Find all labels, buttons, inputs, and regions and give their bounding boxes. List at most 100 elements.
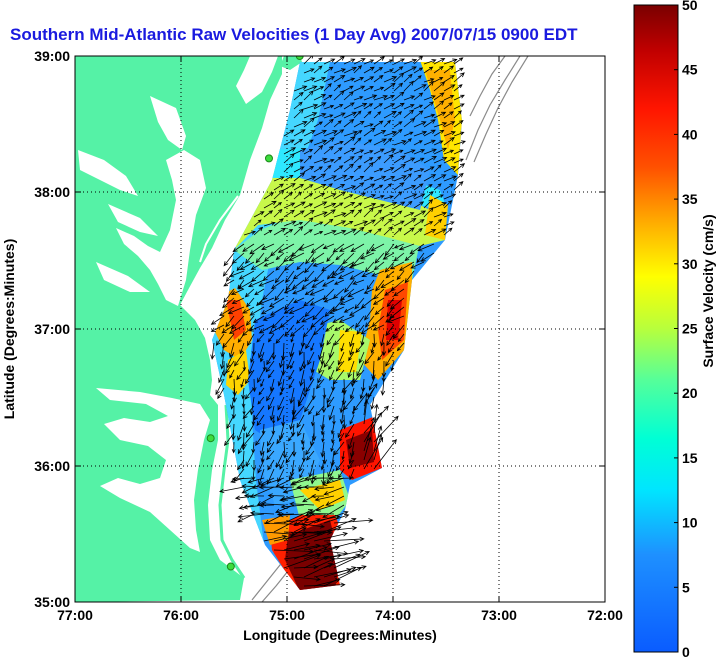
velocity-vector (398, 243, 415, 251)
velocity-vector (353, 176, 365, 182)
velocity-vector (279, 387, 285, 396)
velocity-vector (393, 163, 406, 173)
velocity-vector (241, 432, 246, 451)
velocity-vector (285, 270, 295, 284)
velocity-vector (303, 139, 314, 146)
velocity-vector (293, 148, 307, 155)
velocity-vector (309, 288, 325, 296)
tick-marks (75, 56, 605, 602)
velocity-vector (327, 459, 335, 478)
velocity-vector (253, 211, 265, 218)
velocity-vector (283, 174, 294, 182)
velocity-vector (403, 167, 414, 173)
velocity-vector (252, 315, 265, 323)
velocity-vector (396, 342, 405, 352)
velocity-vector (389, 261, 405, 270)
velocity-vector (403, 149, 416, 155)
velocity-vector (333, 140, 344, 146)
velocity-vector (413, 201, 425, 209)
velocity-vector (323, 130, 338, 137)
y-tick-label: 35:00 (34, 594, 70, 610)
velocity-vector (286, 351, 295, 370)
velocity-vector (248, 360, 255, 375)
velocity-vector (254, 288, 265, 296)
velocity-vector (302, 495, 315, 503)
velocity-vector (343, 209, 355, 218)
velocity-vector (301, 279, 315, 290)
velocity-vector (373, 155, 382, 164)
velocity-vector (337, 351, 345, 366)
velocity-vector (383, 137, 393, 146)
velocity-vector (372, 297, 385, 305)
velocity-vector (310, 414, 315, 427)
velocity-vector (258, 387, 265, 396)
velocity-vector (249, 396, 255, 416)
velocity-vector (283, 220, 297, 227)
velocity-vector (333, 441, 345, 456)
velocity-vector (443, 111, 454, 119)
velocity-vector (318, 342, 325, 361)
velocity-vector (361, 270, 375, 278)
velocity-vector (363, 176, 375, 182)
velocity-vector (303, 85, 318, 92)
velocity-vector (353, 209, 363, 218)
velocity-vector (242, 414, 247, 432)
velocity-vector (298, 459, 305, 473)
velocity-vector (333, 551, 371, 569)
velocity-vector (290, 333, 295, 343)
velocity-vector (287, 432, 295, 442)
velocity-vector (319, 315, 335, 325)
velocity-vector (383, 59, 394, 65)
radar-station-marker (264, 154, 273, 163)
velocity-vector (293, 522, 326, 529)
velocity-vector (265, 360, 275, 373)
velocity-vector (333, 156, 342, 164)
velocity-vector (443, 166, 457, 173)
velocity-vector (352, 369, 365, 384)
velocity-vector (249, 243, 265, 255)
velocity-vector (338, 270, 355, 279)
velocity-vector (339, 261, 355, 271)
velocity-vector (320, 423, 325, 436)
velocity-vector (443, 213, 454, 218)
velocity-vector (303, 103, 319, 110)
velocity-vector (237, 423, 245, 442)
velocity-vector (279, 459, 285, 470)
map-plot-area (75, 56, 605, 602)
velocity-vector (373, 403, 379, 434)
velocity-vector (413, 193, 426, 200)
velocity-vector (322, 243, 335, 250)
velocity-vector (326, 252, 335, 262)
velocity-vector (293, 85, 308, 92)
velocity-vector (423, 184, 433, 191)
velocity-vector (323, 540, 360, 551)
velocity-vector (393, 210, 403, 218)
velocity-vector (323, 229, 337, 236)
velocity-vector (453, 131, 465, 137)
velocity-vector (273, 201, 283, 209)
velocity-vector (267, 333, 275, 343)
velocity-vector (433, 140, 444, 146)
velocity-vector (403, 95, 416, 101)
velocity-vector (413, 121, 427, 128)
velocity-vector (323, 104, 335, 110)
velocity-vector (433, 100, 445, 110)
velocity-vector (329, 369, 335, 381)
velocity-vector (364, 261, 375, 273)
velocity-vector (231, 252, 245, 264)
velocity-vector (423, 78, 435, 83)
velocity-vector (247, 279, 265, 288)
velocity-vector (413, 219, 425, 227)
velocity-vector (373, 261, 385, 271)
velocity-vector (323, 83, 332, 92)
velocity-vector (281, 342, 286, 361)
velocity-vector (363, 139, 373, 146)
velocity-vector (343, 111, 358, 119)
velocity-vector (310, 243, 325, 254)
velocity-vector (373, 203, 385, 209)
velocity-vector (393, 191, 403, 200)
velocity-vector (323, 164, 332, 173)
velocity-vector (443, 131, 456, 137)
velocity-vector (242, 360, 247, 372)
velocity-vector (241, 486, 255, 494)
